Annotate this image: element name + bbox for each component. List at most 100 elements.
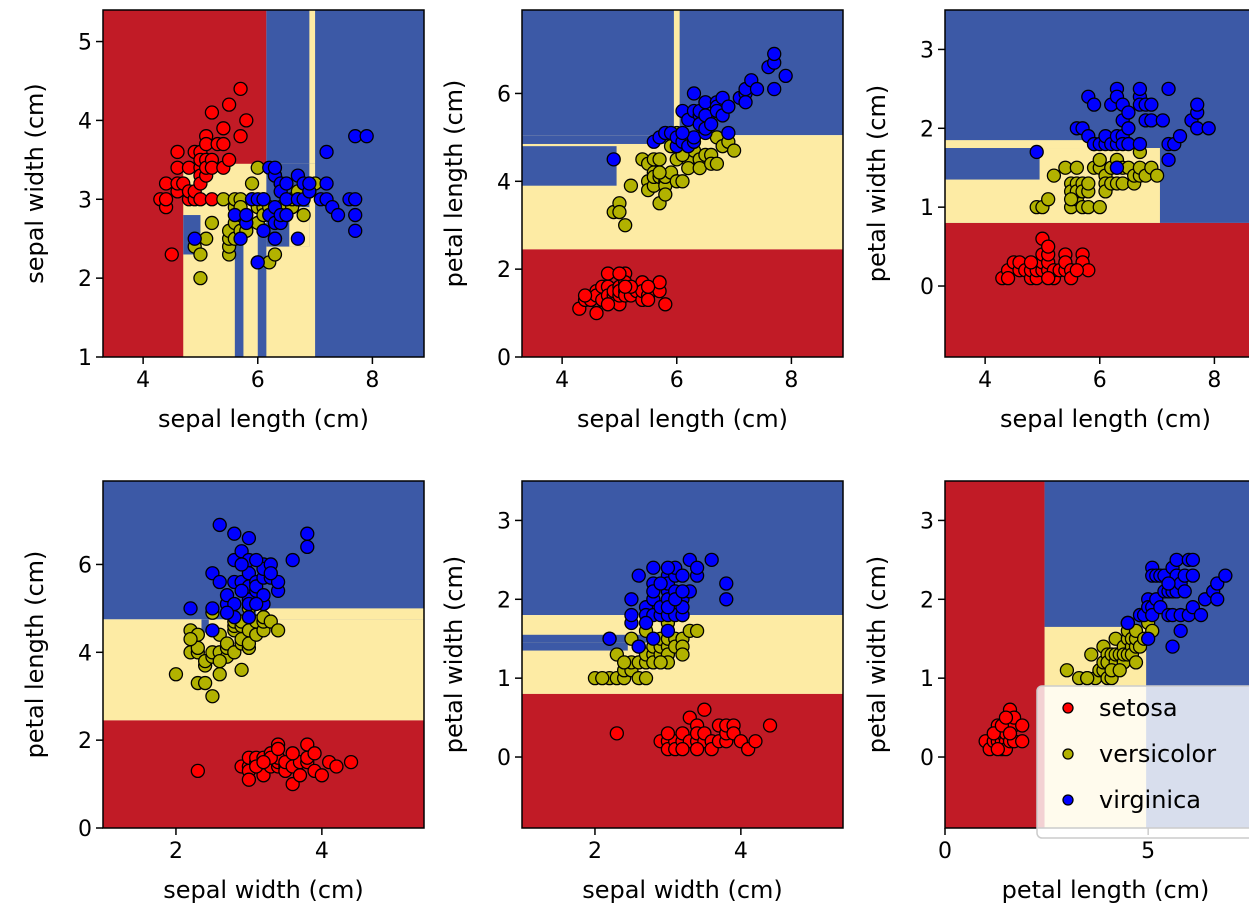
- point-virginica: [1210, 592, 1225, 607]
- subplot-3: 4 6 8 0 1 2 3 sepal length (cm) petal width (cm): [863, 9, 1249, 433]
- point-virginica: [290, 231, 306, 246]
- point-virginica: [631, 568, 646, 583]
- axes-frame: [944, 9, 1249, 358]
- point-versicolor: [234, 662, 249, 678]
- point-virginica: [1132, 136, 1148, 152]
- point-virginica: [606, 152, 621, 167]
- x-tick-label: 4: [315, 839, 329, 864]
- point-virginica: [1177, 584, 1192, 599]
- point-virginica: [219, 605, 235, 620]
- point-virginica: [267, 231, 283, 246]
- point-virginica: [1161, 81, 1176, 97]
- plot-area: [522, 481, 843, 828]
- point-virginica: [719, 576, 734, 591]
- x-tick-label: 2: [169, 839, 183, 864]
- point-versicolor: [270, 623, 286, 638]
- point-virginica: [212, 574, 227, 590]
- point-setosa: [1041, 270, 1056, 286]
- point-setosa: [990, 741, 1005, 757]
- decision-region-versicolor: [945, 140, 1100, 149]
- point-virginica: [1165, 639, 1180, 654]
- point-virginica: [704, 117, 719, 132]
- point-virginica: [624, 592, 639, 607]
- y-tick-label: 3: [78, 188, 92, 213]
- point-virginica: [1086, 97, 1102, 112]
- point-setosa: [689, 741, 705, 757]
- y-tick-label: 4: [497, 170, 511, 195]
- x-axis-label: petal length (cm): [1002, 876, 1210, 904]
- decision-region-virginica: [257, 222, 267, 357]
- point-virginica: [719, 592, 734, 607]
- point-setosa: [1000, 270, 1016, 286]
- point-versicolor: [595, 671, 610, 686]
- point-versicolor: [193, 270, 208, 286]
- point-setosa: [239, 113, 254, 128]
- y-tick-label: 3: [920, 38, 934, 63]
- point-versicolor: [1092, 152, 1107, 167]
- point-virginica: [279, 176, 294, 191]
- subplot-5: 2 4 0 1 2 3 sepal width (cm) petal width (cm): [440, 480, 844, 904]
- x-tick-label: 6: [670, 368, 684, 393]
- point-versicolor: [212, 653, 227, 669]
- axes-frame: [521, 9, 844, 358]
- point-virginica: [1155, 113, 1170, 128]
- point-versicolor: [689, 623, 705, 638]
- point-virginica: [1218, 568, 1233, 583]
- point-virginica: [1185, 552, 1201, 568]
- point-virginica: [675, 584, 690, 599]
- point-virginica: [1121, 121, 1136, 136]
- point-virginica: [187, 231, 202, 246]
- point-virginica: [1144, 97, 1159, 112]
- y-tick-label: 2: [920, 588, 934, 613]
- point-virginica: [250, 255, 265, 270]
- y-tick-label: 4: [78, 109, 92, 134]
- point-virginica: [300, 539, 315, 555]
- point-versicolor: [1080, 671, 1095, 686]
- point-virginica: [1185, 568, 1201, 583]
- point-virginica: [721, 99, 736, 114]
- point-virginica: [660, 560, 676, 575]
- point-virginica: [256, 192, 271, 207]
- point-setosa: [1015, 734, 1030, 749]
- point-virginica: [249, 596, 264, 612]
- point-versicolor: [616, 655, 632, 670]
- point-virginica: [1190, 97, 1205, 112]
- y-tick-label: 2: [497, 258, 511, 283]
- decision-region-setosa: [945, 481, 1045, 828]
- point-setosa: [241, 772, 257, 787]
- x-tick-label: 5: [1141, 839, 1155, 864]
- point-virginica: [234, 583, 249, 598]
- point-virginica: [1029, 144, 1044, 160]
- point-virginica: [738, 95, 753, 110]
- point-versicolor: [267, 247, 283, 262]
- point-virginica: [767, 46, 782, 62]
- point-setosa: [998, 710, 1014, 725]
- x-tick-label: 2: [588, 839, 602, 864]
- y-tick-label: 1: [920, 667, 934, 692]
- legend-marker-setosa: [1062, 702, 1074, 714]
- point-virginica: [1109, 160, 1125, 175]
- point-versicolor: [1092, 200, 1107, 215]
- y-tick-label: 0: [920, 746, 934, 771]
- point-virginica: [267, 160, 283, 175]
- x-tick-label: 8: [1207, 368, 1221, 393]
- point-setosa: [329, 759, 344, 774]
- point-virginica: [359, 129, 374, 144]
- subplot-1: 4 6 8 1 2 3 4 5 sepal length (cm) sepal width (cm…: [21, 9, 425, 433]
- y-axis-label: petal width (cm): [863, 556, 891, 754]
- point-versicolor: [709, 156, 725, 171]
- y-tick-label: 2: [497, 588, 511, 613]
- y-axis-label: petal width (cm): [440, 556, 468, 754]
- point-virginica: [1120, 615, 1135, 631]
- point-setosa: [216, 121, 231, 136]
- legend-marker-versicolor: [1062, 748, 1074, 760]
- point-versicolor: [675, 647, 690, 662]
- point-versicolor: [618, 218, 633, 233]
- decision-region-virginica: [522, 634, 672, 643]
- point-setosa: [1015, 718, 1030, 733]
- point-setosa: [221, 152, 237, 167]
- point-setosa: [748, 734, 763, 749]
- point-virginica: [1169, 552, 1184, 568]
- point-virginica: [348, 223, 363, 238]
- point-setosa: [292, 768, 308, 783]
